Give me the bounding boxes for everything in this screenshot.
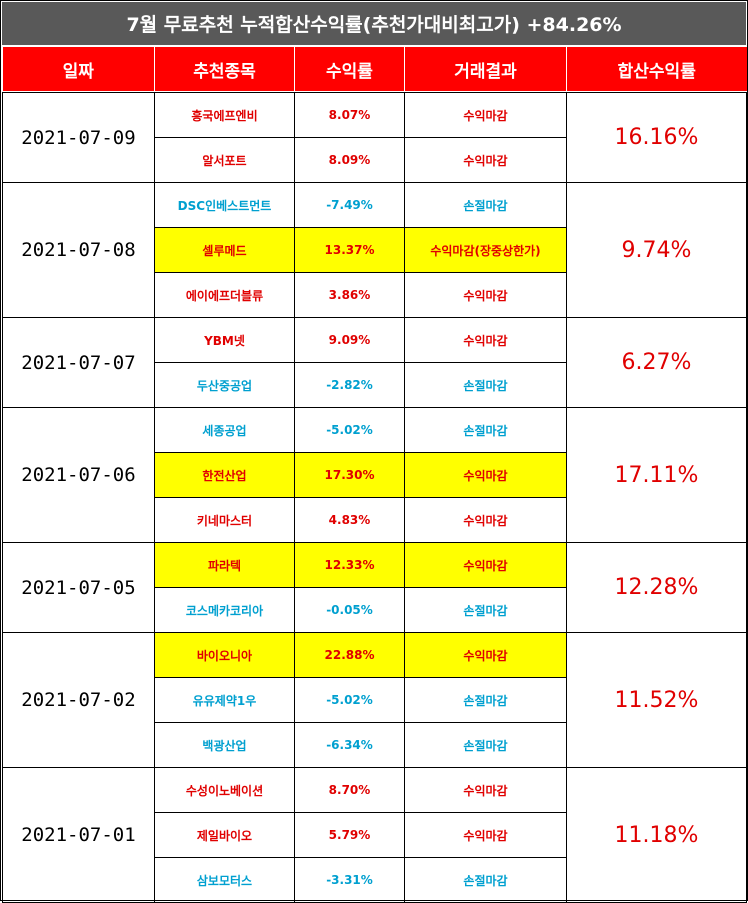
result-cell: 손절마감 (404, 722, 567, 768)
result-cell: 수익마감 (404, 632, 567, 678)
return-cell: -2.82% (294, 362, 405, 408)
table-row: 셀루메드 13.37% 수익마감(장중상한가) (3, 227, 747, 273)
table-row: 코스메카코리아 -0.05% 손절마감 (3, 587, 747, 633)
return-cell: 9.09% (294, 317, 405, 363)
return-cell: -0.05% (294, 587, 405, 633)
return-cell: 8.09% (294, 137, 405, 183)
table-row: 2021-07-06 세종공업 -5.02% 손절마감 17.11% (2, 407, 747, 543)
gap-cell (2, 91, 747, 93)
return-cell: 5.79% (294, 812, 405, 858)
stock-name-cell: 알서포트 (154, 137, 295, 183)
header-gap (2, 91, 747, 93)
date-cell: 2021-07-09 (2, 92, 155, 183)
table-row: 2021-07-05 파라텍 12.33% 수익마감 12.28% (2, 542, 747, 633)
table-row: 2021-07-07 YBM넷 9.09% 수익마감 6.27% (2, 317, 747, 408)
header-row: 일짜 추천종목 수익률 거래결과 합산수익률 (2, 47, 747, 91)
return-cell: 13.37% (294, 227, 405, 273)
header-stock: 추천종목 (154, 47, 295, 91)
result-cell: 수익마감 (404, 767, 567, 813)
result-cell: 손절마감 (404, 182, 567, 228)
return-cell: 8.70% (294, 767, 405, 813)
result-cell: 손절마감 (404, 857, 567, 903)
table-row: 제일바이오 5.79% 수익마감 (3, 812, 747, 858)
stock-name-cell: 한전산업 (154, 452, 295, 498)
result-cell: 수익마감 (404, 452, 567, 498)
stock-name-cell: 코스메카코리아 (154, 587, 295, 633)
table-row: 2021-07-08 DSC인베스트먼트 -7.49% 손절마감 9.74% (2, 182, 747, 318)
result-cell: 손절마감 (404, 362, 567, 408)
table-row: 2021-07-09 흥국에프엔비 8.07% 수익마감 16.16% (2, 92, 747, 183)
date-cell: 2021-07-06 (2, 407, 155, 543)
return-cell: -5.02% (294, 407, 405, 453)
page-title: 7월 무료추천 누적합산수익률(추천가대비최고가) +84.26% (2, 2, 746, 45)
table-body: 2021-07-09 흥국에프엔비 8.07% 수익마감 16.16% 알서포트 8.09%… (2, 92, 747, 903)
stock-name-cell: 백광산업 (154, 722, 295, 768)
stock-name-cell: 세종공업 (154, 407, 295, 453)
table-row: 키네마스터 4.83% 수익마감 (3, 497, 747, 543)
table-row: 2021-07-02 바이오니아 22.88% 수익마감 11.52% (2, 632, 747, 768)
return-cell: -3.31% (294, 857, 405, 903)
date-cell: 2021-07-07 (2, 317, 155, 408)
return-cell: 22.88% (294, 632, 405, 678)
table-row: 2021-07-01 수성이노베이션 8.70% 수익마감 11.18% (2, 767, 747, 903)
total-return-cell: 16.16% (566, 92, 747, 183)
header-date: 일짜 (2, 47, 155, 91)
stock-name-cell: 바이오니아 (154, 632, 295, 678)
header-return: 수익률 (294, 47, 405, 91)
stock-name-cell: YBM넷 (154, 317, 295, 363)
stock-name-cell: 흥국에프엔비 (154, 92, 295, 138)
total-return-cell: 9.74% (566, 182, 747, 318)
result-cell: 수익마감 (404, 92, 567, 138)
result-cell: 수익마감 (404, 497, 567, 543)
result-cell: 수익마감 (404, 137, 567, 183)
stock-name-cell: 에이에프더블류 (154, 272, 295, 318)
stock-name-cell: 파라텍 (154, 542, 295, 588)
result-cell: 수익마감 (404, 542, 567, 588)
header-total-return: 합산수익률 (566, 47, 747, 91)
table-row: 알서포트 8.09% 수익마감 (3, 137, 747, 183)
results-table: 일짜 추천종목 수익률 거래결과 합산수익률 2021-07-09 흥국에프엔비 8… (2, 47, 747, 903)
stock-name-cell: DSC인베스트먼트 (154, 182, 295, 228)
total-return-cell: 11.52% (566, 632, 747, 768)
table-row: 삼보모터스 -3.31% 손절마감 (3, 857, 747, 903)
return-cell: 17.30% (294, 452, 405, 498)
total-return-cell: 12.28% (566, 542, 747, 633)
date-cell: 2021-07-01 (2, 767, 155, 903)
return-cell: -7.49% (294, 182, 405, 228)
return-cell: 12.33% (294, 542, 405, 588)
stock-name-cell: 키네마스터 (154, 497, 295, 543)
header-result: 거래결과 (404, 47, 567, 91)
result-cell: 손절마감 (404, 407, 567, 453)
stock-name-cell: 수성이노베이션 (154, 767, 295, 813)
result-cell: 수익마감 (404, 272, 567, 318)
return-cell: 4.83% (294, 497, 405, 543)
result-cell: 수익마감 (404, 317, 567, 363)
stock-name-cell: 두산중공업 (154, 362, 295, 408)
result-cell: 손절마감 (404, 587, 567, 633)
total-return-cell: 11.18% (566, 767, 747, 903)
date-cell: 2021-07-05 (2, 542, 155, 633)
stock-name-cell: 삼보모터스 (154, 857, 295, 903)
date-cell: 2021-07-02 (2, 632, 155, 768)
total-return-cell: 6.27% (566, 317, 747, 408)
stock-name-cell: 유유제약1우 (154, 677, 295, 723)
result-cell: 수익마감 (404, 812, 567, 858)
total-return-cell: 17.11% (566, 407, 747, 543)
return-cell: 3.86% (294, 272, 405, 318)
result-cell: 수익마감(장중상한가) (404, 227, 567, 273)
result-cell: 손절마감 (404, 677, 567, 723)
stock-name-cell: 셀루메드 (154, 227, 295, 273)
stock-name-cell: 제일바이오 (154, 812, 295, 858)
return-cell: -6.34% (294, 722, 405, 768)
return-cell: -5.02% (294, 677, 405, 723)
table-row: 유유제약1우 -5.02% 손절마감 (3, 677, 747, 723)
date-cell: 2021-07-08 (2, 182, 155, 318)
table-row: 에이에프더블류 3.86% 수익마감 (3, 272, 747, 318)
return-cell: 8.07% (294, 92, 405, 138)
